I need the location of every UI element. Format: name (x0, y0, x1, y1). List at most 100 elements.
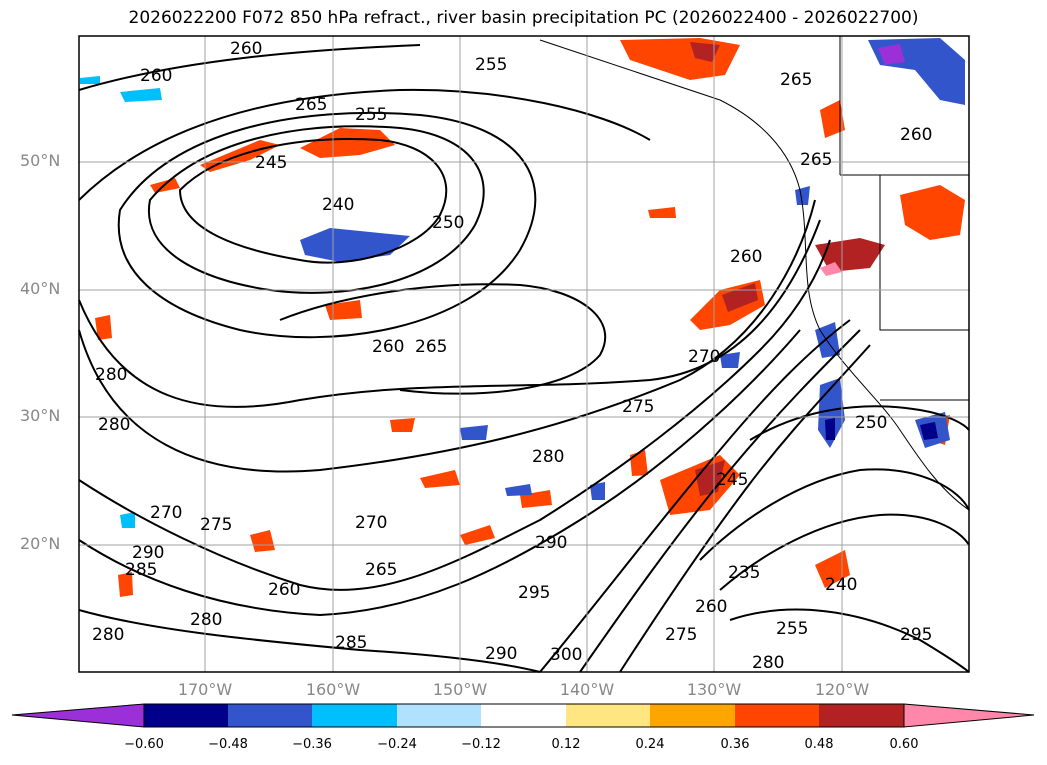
contour-label: 280 (95, 365, 127, 385)
colorbar (11, 703, 1035, 728)
contour-label: 260 (695, 597, 727, 617)
contour-label: 245 (255, 153, 287, 173)
positive-anomaly-patch (695, 460, 725, 496)
colorbar-tick-label: −0.60 (124, 737, 164, 752)
lon-label: 170°W (177, 680, 233, 699)
contour-label: 280 (752, 653, 784, 673)
positive-anomaly-patch (690, 42, 720, 62)
negative-anomaly-patch (720, 352, 740, 368)
lat-label: 50°N (20, 151, 61, 170)
contour-label: 260 (140, 66, 172, 86)
contour-label: 295 (900, 625, 932, 645)
contour-line (749, 405, 970, 441)
colorbar-tick-label: 0.48 (804, 737, 834, 752)
lon-label: 140°W (559, 680, 615, 699)
contour-line (279, 283, 607, 395)
border-line (879, 175, 969, 331)
contour-label: 295 (518, 583, 550, 603)
contour-label: 235 (728, 563, 760, 583)
colorbar-swatch (735, 704, 819, 727)
colorbar-swatch (397, 704, 481, 727)
coastlines (539, 36, 970, 511)
contour-label: 240 (322, 195, 354, 215)
positive-anomaly-patch (420, 470, 460, 488)
map-frame (78, 35, 970, 673)
negative-anomaly-patch (120, 512, 135, 528)
contour-label: 260 (372, 337, 404, 357)
contour-label: 255 (776, 619, 808, 639)
contour-label: 275 (622, 397, 654, 417)
lon-label: 150°W (432, 680, 488, 699)
contour-label: 280 (532, 447, 564, 467)
positive-anomaly-patch (648, 207, 676, 218)
colorbar-tick-label: 0.60 (889, 737, 919, 752)
positive-anomaly-patch (250, 530, 275, 552)
contour-line (579, 329, 861, 673)
lat-label: 30°N (20, 406, 61, 425)
negative-anomaly-patch (920, 422, 938, 440)
lon-label: 120°W (814, 680, 870, 699)
positive-anomaly-patch (815, 550, 850, 588)
contour-label: 255 (355, 105, 387, 125)
contour-line (147, 125, 485, 294)
negative-anomaly-patch (505, 484, 532, 496)
negative-anomaly-patch (460, 425, 488, 440)
negative-anomaly-patch (590, 482, 605, 500)
contour-line (178, 138, 448, 264)
negative-anomaly-patch (795, 186, 810, 205)
contour-label: 265 (800, 150, 832, 170)
contour-label: 260 (730, 247, 762, 267)
refractivity-contours (78, 44, 970, 673)
colorbar-tick-label: −0.36 (292, 737, 332, 752)
colorbar-frame (143, 703, 905, 728)
contour-label: 255 (475, 55, 507, 75)
colorbar-extend-max (903, 703, 1035, 728)
contour-label: 290 (485, 644, 517, 664)
contour-line (719, 513, 970, 591)
contour-label: 240 (825, 575, 857, 595)
contour-label: 265 (295, 95, 327, 115)
colorbar-tick-label: −0.24 (377, 737, 417, 752)
colorbar-tick-label: −0.12 (461, 737, 501, 752)
contour-line (78, 199, 816, 473)
contour-label: 270 (150, 503, 182, 523)
negative-anomaly-patch (120, 88, 162, 102)
contour-line (539, 319, 851, 673)
colorbar-swatch (650, 704, 735, 727)
contour-label: 265 (365, 560, 397, 580)
lat-label: 20°N (20, 534, 61, 553)
colorbar-swatch (566, 704, 650, 727)
contour-label: 275 (665, 625, 697, 645)
contour-line (78, 219, 821, 408)
contour-line (78, 239, 831, 591)
positive-anomaly-patch (820, 100, 845, 138)
colorbar-swatch (228, 704, 312, 727)
contour-label: 270 (355, 513, 387, 533)
contour-label: 265 (780, 70, 812, 90)
contour-label: 290 (535, 533, 567, 553)
precip-anomaly-shading (80, 38, 965, 597)
colorbar-tick-label: 0.36 (720, 737, 750, 752)
contour-line (619, 344, 871, 673)
positive-anomaly-patch (820, 262, 842, 276)
contour-line (78, 329, 801, 617)
colorbar-swatch (819, 704, 904, 727)
colorbar-tick-label: 0.12 (551, 737, 581, 752)
contour-label: 280 (98, 415, 130, 435)
contour-label: 260 (900, 125, 932, 145)
contour-line (78, 609, 541, 673)
colorbar-extend-min (11, 703, 145, 728)
contour-line (699, 468, 970, 561)
contour-label: 285 (125, 560, 157, 580)
coastline (539, 39, 970, 511)
contour-label: 270 (688, 347, 720, 367)
lon-label: 160°W (305, 680, 361, 699)
colorbar-swatch (144, 704, 228, 727)
contour-labels: 260 260 265 255 255 265 260 245 240 250 … (92, 39, 932, 673)
contour-label: 300 (550, 645, 582, 665)
contour-label: 250 (855, 413, 887, 433)
positive-anomaly-patch (118, 572, 133, 597)
contour-line (78, 88, 651, 201)
colorbar-swatch (481, 704, 566, 727)
